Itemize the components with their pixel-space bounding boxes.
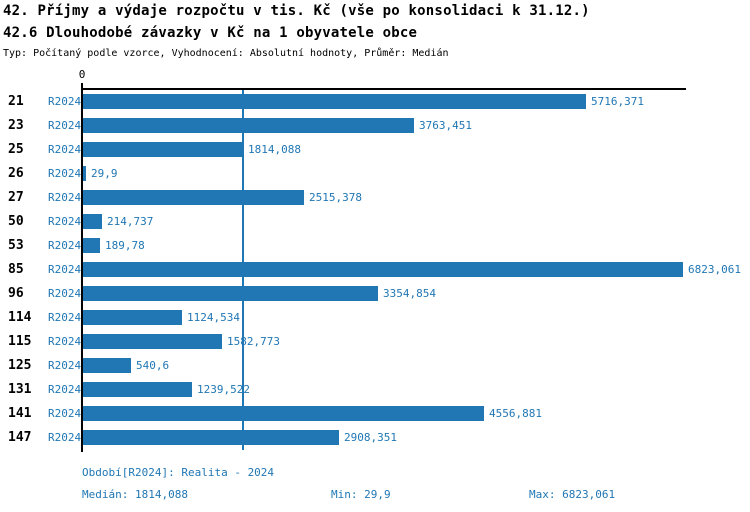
- row-category-label: 131: [8, 382, 32, 397]
- footer-period-legend: Období[R2024]: Realita - 2024: [82, 466, 275, 479]
- row-category-label: 21: [8, 94, 24, 109]
- row-value-label: 3763,451: [419, 119, 472, 132]
- row-period-label: R2024: [48, 335, 82, 348]
- chart-row: 125 R2024 540,6: [0, 354, 750, 378]
- row-category-label: 26: [8, 166, 24, 181]
- row-value-label: 540,6: [136, 359, 170, 372]
- row-period-label: R2024: [48, 359, 82, 372]
- row-value-label: 4556,881: [489, 407, 542, 420]
- row-period-label: R2024: [48, 431, 82, 444]
- row-value-label: 6823,061: [688, 263, 741, 276]
- row-category-label: 25: [8, 142, 24, 157]
- chart-row: 115 R2024 1582,773: [0, 330, 750, 354]
- row-bar: [83, 358, 131, 373]
- chart-row: 141 R2024 4556,881: [0, 402, 750, 426]
- row-bar: [83, 382, 192, 397]
- row-value-label: 1582,773: [227, 335, 280, 348]
- row-value-label: 189,78: [105, 239, 145, 252]
- indicator-title: 42.6 Dlouhodobé závazky v Kč na 1 obyvat…: [3, 25, 418, 41]
- footer-min-stat: Min: 29,9: [331, 488, 391, 501]
- row-bar: [83, 214, 102, 229]
- row-bar: [83, 238, 100, 253]
- row-period-label: R2024: [48, 119, 82, 132]
- row-bar: [83, 430, 339, 445]
- row-period-label: R2024: [48, 167, 82, 180]
- row-bar: [83, 406, 484, 421]
- row-period-label: R2024: [48, 407, 82, 420]
- row-bar: [83, 94, 586, 109]
- row-bar: [83, 262, 683, 277]
- row-category-label: 114: [8, 310, 32, 325]
- row-value-label: 2515,378: [309, 191, 362, 204]
- row-value-label: 29,9: [91, 167, 118, 180]
- row-period-label: R2024: [48, 239, 82, 252]
- row-bar: [83, 334, 222, 349]
- chart-row: 50 R2024 214,737: [0, 210, 750, 234]
- row-category-label: 125: [8, 358, 32, 373]
- row-value-label: 3354,854: [383, 287, 436, 300]
- chart-row: 147 R2024 2908,351: [0, 426, 750, 450]
- row-period-label: R2024: [48, 287, 82, 300]
- chart-row: 53 R2024 189,78: [0, 234, 750, 258]
- row-value-label: 5716,371: [591, 95, 644, 108]
- row-category-label: 85: [8, 262, 24, 277]
- page-title: 42. Příjmy a výdaje rozpočtu v tis. Kč (…: [3, 3, 590, 19]
- row-period-label: R2024: [48, 191, 82, 204]
- chart-row: 23 R2024 3763,451: [0, 114, 750, 138]
- chart-rows: 21 R2024 5716,371 23 R2024 3763,451 25 R2024 181…: [0, 90, 750, 450]
- x-axis-zero-tick-label: 0: [78, 68, 86, 81]
- row-bar: [83, 142, 243, 157]
- row-bar: [83, 286, 378, 301]
- row-value-label: 2908,351: [344, 431, 397, 444]
- row-period-label: R2024: [48, 215, 82, 228]
- row-bar: [83, 310, 182, 325]
- row-period-label: R2024: [48, 311, 82, 324]
- row-category-label: 147: [8, 430, 32, 445]
- row-value-label: 1124,534: [187, 311, 240, 324]
- row-category-label: 141: [8, 406, 32, 421]
- row-bar: [83, 166, 86, 181]
- chart-row: 85 R2024 6823,061: [0, 258, 750, 282]
- chart-row: 21 R2024 5716,371: [0, 90, 750, 114]
- row-period-label: R2024: [48, 263, 82, 276]
- row-category-label: 53: [8, 238, 24, 253]
- row-value-label: 1239,522: [197, 383, 250, 396]
- row-category-label: 23: [8, 118, 24, 133]
- chart-subtitle: Typ: Počítaný podle vzorce, Vyhodnocení:…: [3, 48, 449, 59]
- chart-row: 26 R2024 29,9: [0, 162, 750, 186]
- row-value-label: 214,737: [107, 215, 154, 228]
- footer-median-stat: Medián: 1814,088: [82, 488, 188, 501]
- row-category-label: 50: [8, 214, 24, 229]
- row-value-label: 1814,088: [248, 143, 301, 156]
- chart-row: 131 R2024 1239,522: [0, 378, 750, 402]
- row-period-label: R2024: [48, 143, 82, 156]
- row-period-label: R2024: [48, 383, 82, 396]
- footer-max-stat: Max: 6823,061: [529, 488, 616, 501]
- chart-row: 96 R2024 3354,854: [0, 282, 750, 306]
- y-axis-line: [81, 83, 83, 452]
- row-category-label: 27: [8, 190, 24, 205]
- row-bar: [83, 190, 304, 205]
- plot-top-border: [81, 88, 686, 90]
- chart-row: 114 R2024 1124,534: [0, 306, 750, 330]
- chart-row: 27 R2024 2515,378: [0, 186, 750, 210]
- row-bar: [83, 118, 414, 133]
- row-category-label: 96: [8, 286, 24, 301]
- chart-row: 25 R2024 1814,088: [0, 138, 750, 162]
- row-category-label: 115: [8, 334, 32, 349]
- row-period-label: R2024: [48, 95, 82, 108]
